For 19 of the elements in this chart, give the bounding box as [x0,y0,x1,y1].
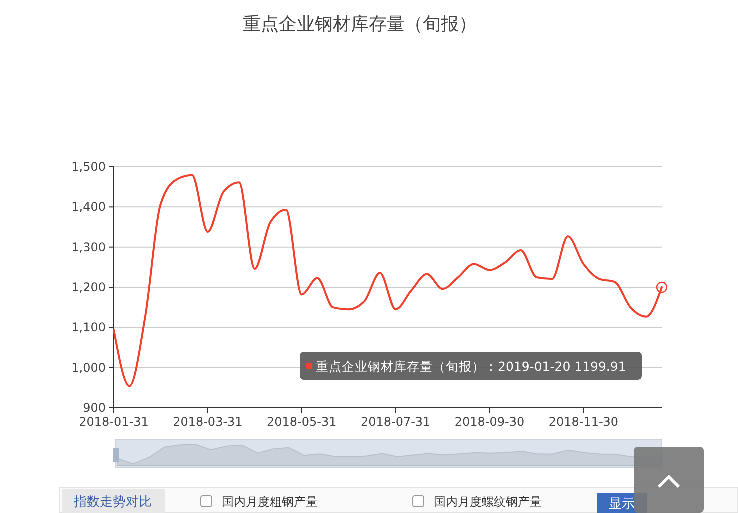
text: 显示 [609,497,635,512]
x-tick-label: 2018-01-31 [79,415,149,429]
x-tick-label: 2018-05-31 [267,415,337,429]
chart-title: 重点企业钢材库存量（旬报） [243,14,477,35]
annotation: 重点企业钢材库存量（旬报）：2019-01-20 1199.91 [316,359,626,374]
y-tick-label: 1,100 [72,320,106,335]
y-tick-label: 1,000 [72,360,106,375]
x-tick-label: 2018-07-31 [360,415,431,429]
text: 国内月度粗钢产量 [222,495,318,509]
text: 国内月度螺纹钢产量 [434,495,542,509]
y-tick-label: 900 [83,401,106,415]
y-tick-label: 1,400 [72,200,106,214]
x-tick-label: 2018-11-30 [548,415,619,429]
x-tick-label: 2018-03-31 [173,415,243,429]
y-tick-label: 1,300 [72,240,106,254]
y-tick-label: 1,500 [72,160,106,174]
y-tick-label: 1,200 [72,280,106,294]
text: 指数走势对比 [73,495,152,510]
x-tick-label: 2018-09-30 [454,415,525,429]
